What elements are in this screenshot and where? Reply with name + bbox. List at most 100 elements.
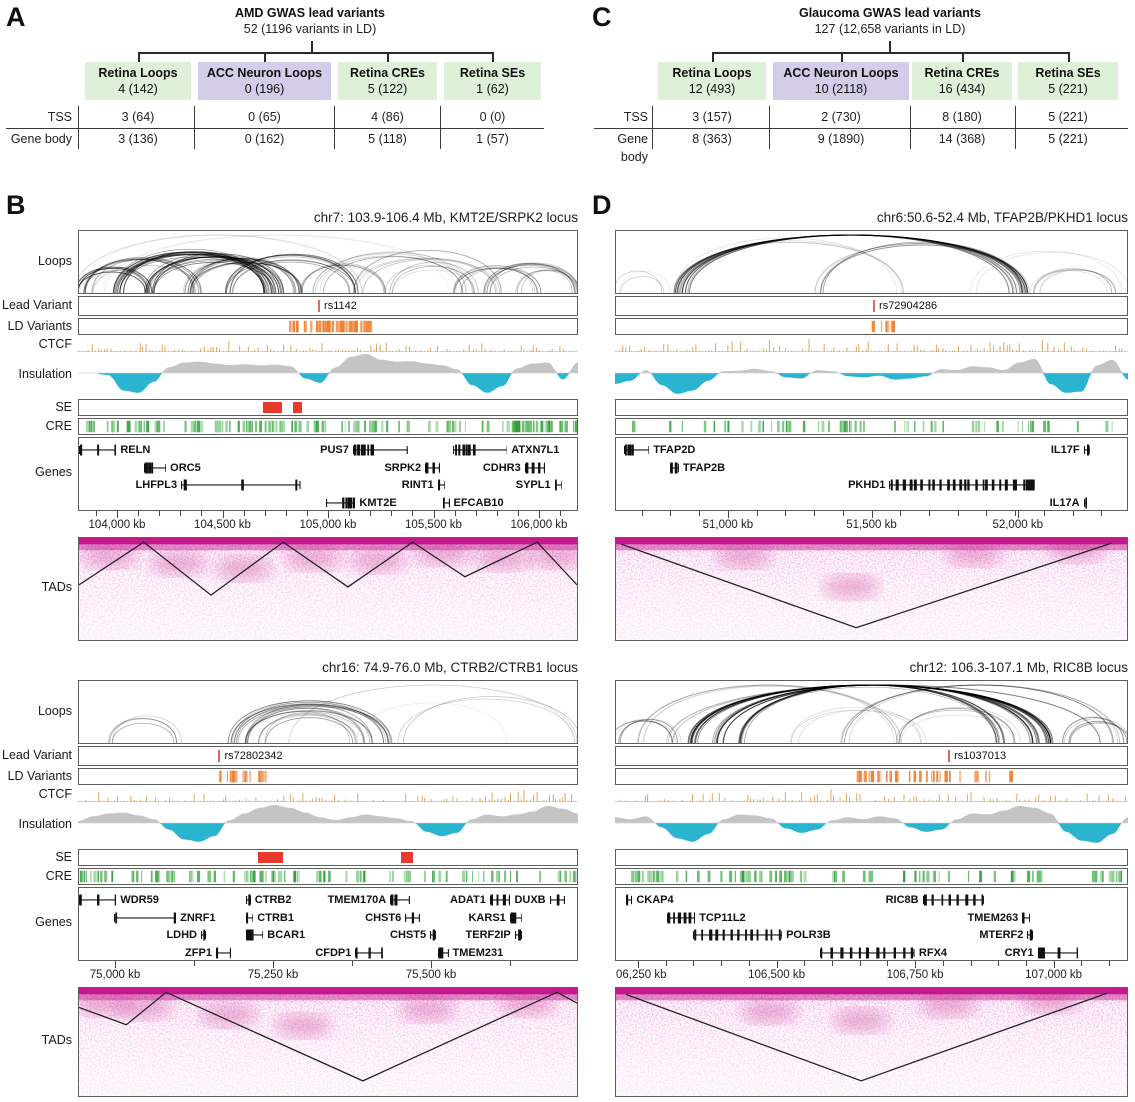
category-box-acc-neuron-loops: ACC Neuron Loops 0 (196): [198, 62, 331, 100]
tree-connector: [138, 52, 140, 62]
category-count: 5 (122): [367, 82, 408, 96]
axis-minor-tick: [665, 961, 667, 966]
genome-browser-tfap2b-pkhd1: chr6:50.6-52.4 Mb, TFAP2B/PKHD1 locus rs…: [615, 210, 1128, 645]
category-count: 0 (196): [244, 82, 285, 96]
axis-minor-tick: [785, 511, 787, 516]
table-cell: 3 (136): [118, 132, 158, 146]
tree-title: Glaucoma GWAS lead variants: [798, 6, 981, 20]
axis-tick-label: 104,500 kb: [194, 519, 251, 531]
gene-glyph: [489, 892, 510, 908]
loops-track: [615, 230, 1128, 294]
track-label-ins: Insulation: [18, 817, 72, 831]
gene-label: ZNRF1: [180, 911, 216, 924]
track-label-tads: TADs: [41, 580, 72, 594]
ctcf-track: [615, 787, 1128, 802]
cre-track: [78, 868, 578, 885]
category-label: Retina SEs: [1035, 66, 1101, 80]
ins-track: [615, 803, 1128, 847]
track-label-se: SE: [55, 399, 72, 414]
table-cell: 4 (86): [371, 110, 404, 124]
track-label-cre: CRE: [45, 418, 72, 433]
gene-label: DUXB: [514, 894, 546, 906]
axis-major-tick: [871, 511, 873, 518]
axis-tick-label: 06,250 kb: [616, 969, 667, 981]
category-count: 16 (434): [938, 82, 986, 96]
super-enhancer-block: [263, 402, 283, 413]
axis-tick-label: 75,500 kb: [405, 969, 457, 981]
gene-glyph: [245, 910, 254, 926]
table-cell: 5 (118): [368, 132, 407, 146]
gene-glyph: [1083, 442, 1091, 458]
axis-minor-tick: [859, 961, 861, 966]
track-label-se: SE: [55, 849, 72, 864]
axis-major-tick: [1017, 511, 1019, 518]
axis-major-tick: [117, 511, 119, 518]
axis-minor-tick: [95, 511, 97, 516]
axis-track: 104,000 kb 104,500 kb 105,000 kb 105,500 kb…: [78, 511, 578, 537]
axis-minor-tick: [970, 961, 972, 966]
gene-label: CFDP1: [315, 946, 352, 959]
track-label-ld: LD Variants: [7, 318, 72, 333]
axis-major-tick: [433, 511, 435, 518]
axis-minor-tick: [1015, 511, 1017, 516]
gene-glyph: [442, 495, 450, 511]
gene-label: TMEM231: [452, 946, 504, 959]
tree-connector: [311, 41, 313, 52]
axis-minor-tick: [391, 511, 393, 516]
gene-glyph: [452, 442, 508, 458]
axis-minor-tick: [370, 511, 372, 516]
axis-minor-tick: [285, 511, 287, 516]
axis-minor-tick: [180, 511, 182, 516]
table-cell: 1 (57): [476, 132, 509, 146]
axis-minor-tick: [842, 511, 844, 516]
axis-minor-tick: [814, 511, 816, 516]
category-label: Retina CREs: [349, 66, 426, 80]
table-separator: [334, 106, 335, 149]
gene-glyph: [692, 927, 783, 943]
ld-track: [78, 318, 578, 335]
track-label-ld: LD Variants: [7, 768, 72, 783]
table-cell: 5 (221): [1048, 110, 1088, 124]
axis-major-tick: [1053, 961, 1055, 968]
table-separator: [910, 106, 911, 149]
gene-glyph: [669, 460, 679, 476]
lead-variant-label: rs1037013: [954, 750, 1007, 762]
axis-minor-tick: [349, 511, 351, 516]
category-box-retina-loops: Retina Loops 4 (142): [85, 62, 191, 100]
track-label-loops: Loops: [37, 704, 72, 718]
gene-label: CRY1: [1004, 946, 1034, 959]
axis-minor-tick: [693, 961, 695, 966]
table-cell: 0 (65): [248, 110, 281, 124]
axis-minor-tick: [1043, 511, 1045, 516]
panel-a-letter: A: [6, 2, 26, 32]
table-cell: 8 (363): [692, 132, 732, 146]
gene-label: WDR59: [120, 894, 159, 906]
gene-label: KARS1: [468, 911, 506, 924]
axis-minor-tick: [900, 511, 902, 516]
gene-label: CTRB2: [254, 894, 292, 906]
table-separator: [440, 106, 441, 149]
gene-label: ZFP1: [185, 946, 212, 959]
tree-title: AMD GWAS lead variants: [234, 6, 386, 20]
genes-track: CKAP4 RIC8B TCP11L2 TMEM263 POLR3B MTERF2 RFX4…: [615, 887, 1128, 961]
axis-major-tick: [638, 961, 640, 968]
axis-minor-tick: [1081, 961, 1083, 966]
axis-minor-tick: [748, 961, 750, 966]
gene-label: SRPK2: [384, 461, 422, 474]
ld-track: [615, 318, 1128, 335]
tads-track: [615, 537, 1128, 641]
genome-browser-ric8b: chr12: 106.3-107.1 Mb, RIC8B locus rs103…: [615, 660, 1128, 1100]
gene-glyph: [524, 460, 545, 476]
amd-gwas-tree: AMD GWAS lead variants 52 (1196 variants…: [0, 6, 562, 158]
lead-variant-tick: [873, 299, 876, 313]
axis-major-tick: [727, 511, 730, 518]
gene-glyph: [1083, 495, 1087, 511]
axis-tick-label: 52,000 kb: [992, 519, 1043, 531]
genes-track: RELN PUS7 ATXN7L1 ORC5 SRPK2 CDHR3 LHFPL3 RINT1…: [78, 437, 578, 511]
loops-track: [78, 230, 578, 294]
row-label-gene-body: Gene body: [617, 132, 648, 164]
gene-label: POLR3B: [786, 929, 831, 941]
axis-minor-tick: [957, 511, 959, 516]
track-label-genes: Genes: [35, 915, 72, 929]
axis-tick-label: 106,500 kb: [748, 969, 806, 981]
